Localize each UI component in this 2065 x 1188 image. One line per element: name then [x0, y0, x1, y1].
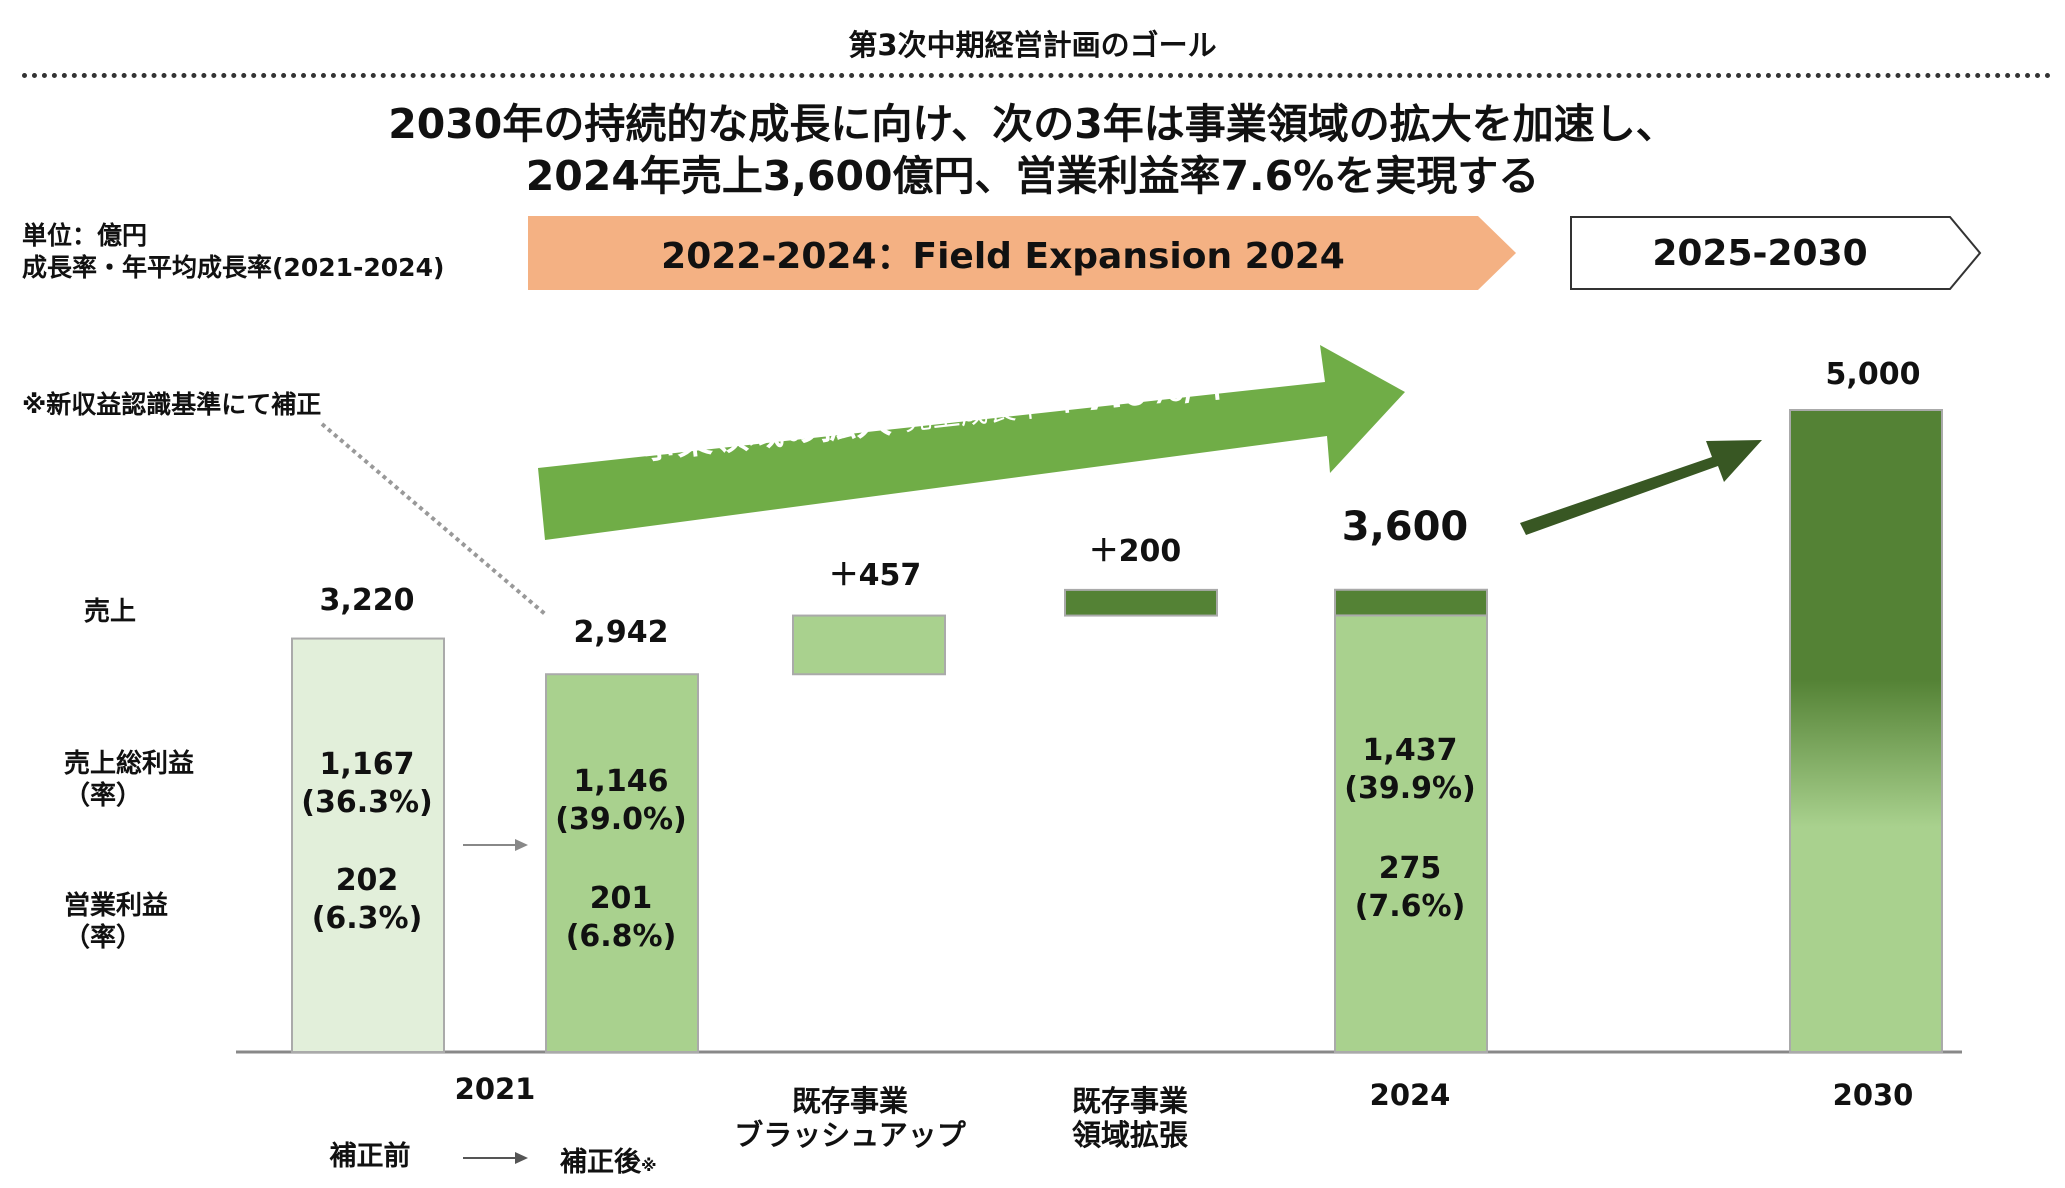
row-label-gross-rate: （率）	[64, 781, 143, 811]
bar-2021-before	[291, 637, 445, 1053]
legend-after-text: 補正後	[560, 1147, 641, 1178]
legend-after-mark: ※	[641, 1156, 657, 1175]
category-brushup: 既存事業 ブラッシュアップ	[720, 1084, 980, 1152]
phase1-arrow-shape	[528, 216, 1516, 290]
unit-note: 単位：億円 成長率・年平均成長率(2021-2024)	[22, 220, 444, 284]
bar-2030	[1789, 409, 1943, 1053]
category-2030: 2030	[1832, 1078, 1914, 1112]
phase2-arrow-shape	[1570, 216, 1982, 290]
legend-before: 補正前	[329, 1141, 411, 1172]
bar-brushup-increment	[792, 614, 946, 676]
operating-profit-2021-after: 201 (6.8%)	[546, 880, 696, 956]
correction-note: ※新収益認識基準にて補正	[22, 390, 322, 419]
phase1-label: 2022-2024：Field Expansion 2024	[661, 236, 1345, 277]
gross-profit-value: 1,146	[573, 764, 669, 799]
category-brushup-line1: 既存事業	[791, 1084, 908, 1118]
row-label-gross-profit: 売上総利益 （率）	[64, 748, 194, 812]
category-brushup-line2: ブラッシュアップ	[734, 1118, 966, 1152]
headline-line2: 2024年売上3,600億円、営業利益率7.6%を実現する	[525, 152, 1540, 200]
growth-arrow-icon	[538, 345, 1405, 540]
gross-profit-2024: 1,437 (39.9%)	[1335, 732, 1485, 808]
category-expansion-line2: 領域拡張	[1071, 1118, 1188, 1152]
page-title: 第3次中期経営計画のゴール	[848, 28, 1217, 62]
gross-profit-2021-after: 1,146 (39.0%)	[546, 763, 696, 839]
category-2021: 2021	[454, 1072, 536, 1106]
sales-label-2030: 5,000	[1825, 357, 1921, 392]
increment-label-brushup: ＋457	[828, 558, 922, 593]
sales-label-2021-before: 3,220	[319, 583, 415, 618]
gross-rate-value: (39.0%)	[555, 802, 687, 837]
increment-label-expansion: ＋200	[1088, 534, 1182, 569]
bar-2024-base	[1334, 614, 1488, 1053]
gross-profit-value: 1,437	[1362, 733, 1458, 768]
phase2-label: 2025-2030	[1652, 232, 1868, 274]
operating-rate-value: (7.6%)	[1354, 889, 1466, 924]
category-expansion-line1: 既存事業	[1071, 1084, 1188, 1118]
gross-rate-value: (39.9%)	[1344, 771, 1476, 806]
unit-line2: 成長率・年平均成長率(2021-2024)	[22, 253, 445, 282]
category-expansion: 既存事業 領域拡張	[1000, 1084, 1260, 1152]
legend-after: 補正後※	[560, 1140, 657, 1179]
adjust-arrow-icon	[463, 839, 528, 851]
gross-profit-value: 1,167	[319, 747, 415, 782]
row-label-operating-profit: 営業利益 （率）	[64, 890, 168, 954]
bar-2021-after	[545, 673, 699, 1053]
legend-arrow-icon	[463, 1152, 528, 1164]
operating-profit-value: 201	[589, 881, 653, 916]
bar-2024-expansion	[1334, 588, 1488, 617]
unit-line1: 単位：億円	[22, 221, 148, 250]
row-label-operating-profit-text: 営業利益	[64, 891, 169, 921]
trend-arrow-icon	[1520, 440, 1762, 535]
sales-label-2024: 3,600	[1341, 504, 1469, 550]
operating-profit-value: 275	[1378, 851, 1442, 886]
operating-rate-value: (6.3%)	[311, 901, 423, 936]
row-label-sales: 売上	[84, 597, 137, 627]
operating-profit-2021-before: 202 (6.3%)	[292, 862, 442, 938]
headline: 2030年の持続的な成長に向け、次の3年は事業領域の拡大を加速し、 2024年売…	[0, 98, 2065, 202]
operating-profit-2024: 275 (7.6%)	[1335, 850, 1485, 926]
category-2024: 2024	[1369, 1078, 1451, 1112]
note-leader-line	[320, 422, 547, 616]
phase2-banner: 2025-2030	[1570, 216, 1982, 290]
sales-label-2021-after: 2,942	[573, 615, 669, 650]
bar-expansion-increment	[1064, 588, 1218, 617]
operating-rate-value: (6.8%)	[565, 919, 677, 954]
gross-rate-value: (36.3%)	[301, 785, 433, 820]
row-label-gross-profit-text: 売上総利益	[64, 749, 195, 779]
operating-profit-value: 202	[335, 863, 399, 898]
gross-profit-2021-before: 1,167 (36.3%)	[292, 746, 442, 822]
row-label-operating-rate: （率）	[64, 923, 143, 953]
phase1-banner: 2022-2024：Field Expansion 2024	[528, 216, 1518, 290]
headline-line1: 2030年の持続的な成長に向け、次の3年は事業領域の拡大を加速し、	[388, 100, 1677, 148]
dotted-divider	[22, 73, 2052, 78]
